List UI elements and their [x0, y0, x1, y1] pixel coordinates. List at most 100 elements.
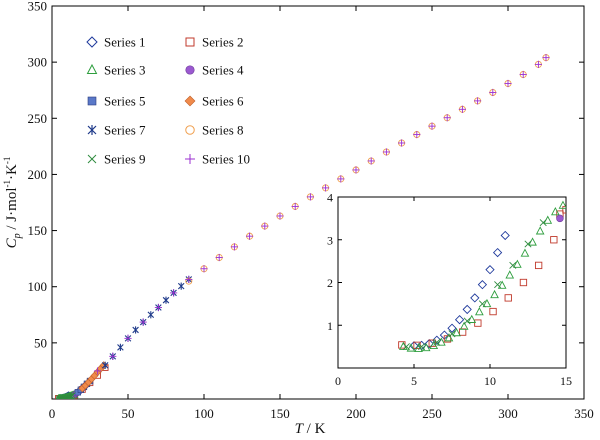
- legend-item: Series 4: [185, 63, 244, 78]
- inset-data-point: [550, 236, 558, 244]
- inset-data-point: [520, 248, 530, 257]
- main-x-tick-label: 300: [498, 406, 518, 421]
- main-y-tick-label: 150: [28, 223, 48, 238]
- inset-x-tick-label: 0: [335, 374, 341, 388]
- data-point: [162, 296, 170, 304]
- inset-data-point: [470, 293, 480, 303]
- inset-points: [398, 200, 566, 353]
- inset-data-point: [418, 343, 426, 351]
- main-y-tick-label: 250: [28, 111, 48, 126]
- data-point: [413, 130, 421, 139]
- inset-data-point: [494, 281, 502, 289]
- inset-data-point: [432, 335, 442, 345]
- legend: Series 1 Series 2 Series 3 Series 4 Series 5…: [86, 35, 250, 167]
- inset-data-point: [402, 343, 410, 351]
- data-point: [94, 367, 102, 375]
- inset-x-tick-label: 5: [411, 374, 417, 388]
- data-point: [291, 202, 299, 211]
- data-point: [382, 148, 390, 156]
- inset-data-point: [443, 335, 452, 343]
- main-y-tick-label: 50: [34, 335, 47, 350]
- inset-data-point: [475, 307, 484, 316]
- legend-item: Series 3: [86, 63, 146, 78]
- data-point: [230, 243, 238, 251]
- inset-y-tick-label: 2: [327, 276, 333, 290]
- inset-data-point: [437, 337, 446, 346]
- legend-item: Series 1: [86, 35, 146, 50]
- inset-data-point: [490, 289, 499, 299]
- inset-data-point: [500, 230, 510, 241]
- inset-data-point: [462, 304, 472, 315]
- inset-data-point: [467, 314, 477, 323]
- inset-data-point: [477, 280, 488, 290]
- main-x-tick-label: 0: [49, 406, 56, 421]
- inset-data-point: [539, 219, 547, 227]
- data-point: [185, 275, 193, 284]
- data-point: [101, 361, 109, 369]
- inset-data-point: [433, 338, 441, 346]
- series-9: [55, 391, 76, 399]
- main-x-tick-label: 200: [346, 406, 366, 421]
- main-x-tick-label: 50: [122, 406, 135, 421]
- legend-item: Series 2: [185, 35, 244, 50]
- main-y-tick-label: 350: [28, 0, 48, 14]
- data-point: [69, 391, 76, 399]
- legend-label: Series 8: [202, 123, 244, 138]
- data-point: [519, 70, 527, 79]
- main-x-tick-label: 350: [574, 406, 594, 421]
- data-point: [132, 326, 139, 334]
- inset-data-point: [497, 280, 507, 289]
- legend-label: Series 6: [202, 94, 244, 109]
- inset-data-point: [424, 338, 434, 349]
- legend-marker: [185, 125, 195, 135]
- inset-data-point: [505, 270, 515, 279]
- series-7: [101, 275, 193, 369]
- main-x-tick-label: 150: [270, 406, 290, 421]
- legend-marker: [185, 154, 195, 164]
- legend-item: Series 8: [185, 123, 244, 138]
- data-point: [124, 334, 132, 342]
- main-plot: 0 50 100 150 200 250 300 3505010015020025030035…: [2, 0, 594, 437]
- data-point: [139, 318, 147, 326]
- inset-data-point: [534, 261, 543, 270]
- inset-data-point: [474, 319, 482, 327]
- inset-x-tick-label: 10: [484, 374, 496, 388]
- inset-data-point: [558, 200, 566, 209]
- inset-data-point: [452, 327, 461, 337]
- inset-series-4: [556, 214, 564, 223]
- data-point: [200, 265, 208, 273]
- legend-label: Series 1: [104, 35, 146, 50]
- series-6: [78, 361, 108, 393]
- legend-marker: [87, 154, 97, 164]
- data-point: [147, 311, 155, 319]
- data-point: [246, 232, 254, 240]
- inset-data-point: [513, 259, 522, 268]
- inset-data-point: [421, 342, 431, 352]
- inset-data-point: [504, 294, 512, 302]
- data-point: [443, 114, 451, 122]
- inset-y-tick-label: 1: [327, 319, 333, 333]
- data-point: [177, 282, 185, 290]
- inset-data-point: [551, 207, 560, 216]
- inset-data-point: [454, 315, 465, 325]
- data-point: [154, 303, 162, 312]
- legend-item: Series 10: [185, 152, 250, 167]
- inset-data-point: [406, 343, 416, 352]
- main-x-tick-label: 250: [422, 406, 442, 421]
- legend-marker: [87, 125, 97, 135]
- main-points: [55, 54, 550, 399]
- inset-series-9: [402, 219, 547, 351]
- data-point: [534, 60, 542, 68]
- legend-item: Series 6: [184, 94, 244, 109]
- data-point: [489, 88, 497, 97]
- data-point: [352, 166, 360, 174]
- data-point: [109, 352, 117, 360]
- legend-label: Series 3: [104, 63, 146, 78]
- legend-marker: [185, 65, 195, 75]
- data-point: [55, 395, 63, 399]
- inset-data-point: [448, 330, 456, 338]
- y-axis-title: Cp / J·mol-1·K-1: [2, 157, 23, 249]
- inset-series-3: [399, 200, 566, 353]
- inset-data-point: [463, 317, 471, 325]
